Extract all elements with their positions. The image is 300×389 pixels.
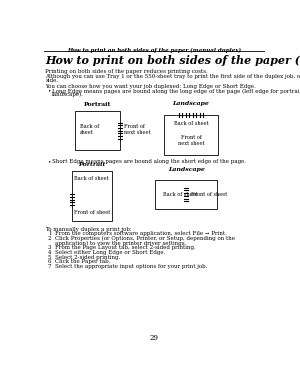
Bar [155, 180, 217, 209]
Text: Front of
next sheet: Front of next sheet [124, 124, 151, 135]
Bar [75, 111, 120, 150]
Text: •: • [48, 88, 51, 93]
Text: 7: 7 [48, 264, 52, 269]
Text: Front of
next sheet: Front of next sheet [178, 135, 204, 146]
Text: 4: 4 [48, 250, 52, 255]
Text: Back of
sheet: Back of sheet [80, 124, 99, 135]
Bar [164, 115, 218, 155]
Text: Back of sheet: Back of sheet [163, 192, 198, 197]
Text: 29: 29 [149, 334, 158, 342]
Text: Click the Paper tab.: Click the Paper tab. [55, 259, 110, 264]
Text: Back of sheet: Back of sheet [174, 121, 208, 126]
Text: Select 2-sided printing.: Select 2-sided printing. [55, 254, 120, 259]
Text: Select either Long Edge or Short Edge.: Select either Long Edge or Short Edge. [55, 250, 165, 255]
Text: Front of sheet: Front of sheet [191, 192, 227, 197]
Text: 1: 1 [48, 231, 52, 237]
Text: landscape).: landscape). [52, 92, 84, 97]
Text: 2: 2 [48, 236, 52, 241]
Text: Portrait: Portrait [78, 162, 105, 167]
Text: side.: side. [45, 78, 58, 83]
Text: From the computers software application, select File → Print.: From the computers software application,… [55, 231, 226, 237]
Bar [72, 171, 112, 221]
Text: How to print on both sides of the paper (manual duplex): How to print on both sides of the paper … [67, 48, 241, 53]
Text: 5: 5 [48, 254, 52, 259]
Text: You can choose how you want your job duplexed: Long Edge or Short Edge.: You can choose how you want your job dup… [45, 84, 256, 89]
Text: 3: 3 [48, 245, 52, 251]
Text: •: • [48, 159, 51, 164]
Text: Short Edge means pages are bound along the short edge of the page.: Short Edge means pages are bound along t… [52, 159, 246, 164]
Text: Front of sheet: Front of sheet [74, 210, 110, 215]
Text: application) to view the printer driver settings.: application) to view the printer driver … [55, 241, 186, 246]
Text: To manually duplex a print job:: To manually duplex a print job: [45, 227, 132, 232]
Text: Back of sheet: Back of sheet [74, 176, 109, 181]
Text: Landscape: Landscape [172, 101, 209, 106]
Text: Printing on both sides of the paper reduces printing costs.: Printing on both sides of the paper redu… [45, 69, 208, 74]
Text: Portrait: Portrait [83, 102, 111, 107]
Text: From the Page Layout tab, select 2-sided printing.: From the Page Layout tab, select 2-sided… [55, 245, 195, 251]
Text: 6: 6 [48, 259, 52, 264]
Text: How to print on both sides of the paper (manual duplex): How to print on both sides of the paper … [45, 55, 300, 66]
Text: Click Properties (or Options, Printer, or Setup, depending on the: Click Properties (or Options, Printer, o… [55, 236, 235, 241]
Text: Long Edge means pages are bound along the long edge of the page (left edge for p: Long Edge means pages are bound along th… [52, 88, 300, 93]
Text: Select the appropriate input options for your print job.: Select the appropriate input options for… [55, 264, 207, 269]
Text: Although you can use Tray 1 or the 550-sheet tray to print the first side of the: Although you can use Tray 1 or the 550-s… [45, 74, 300, 79]
Text: Landscape: Landscape [168, 167, 205, 172]
